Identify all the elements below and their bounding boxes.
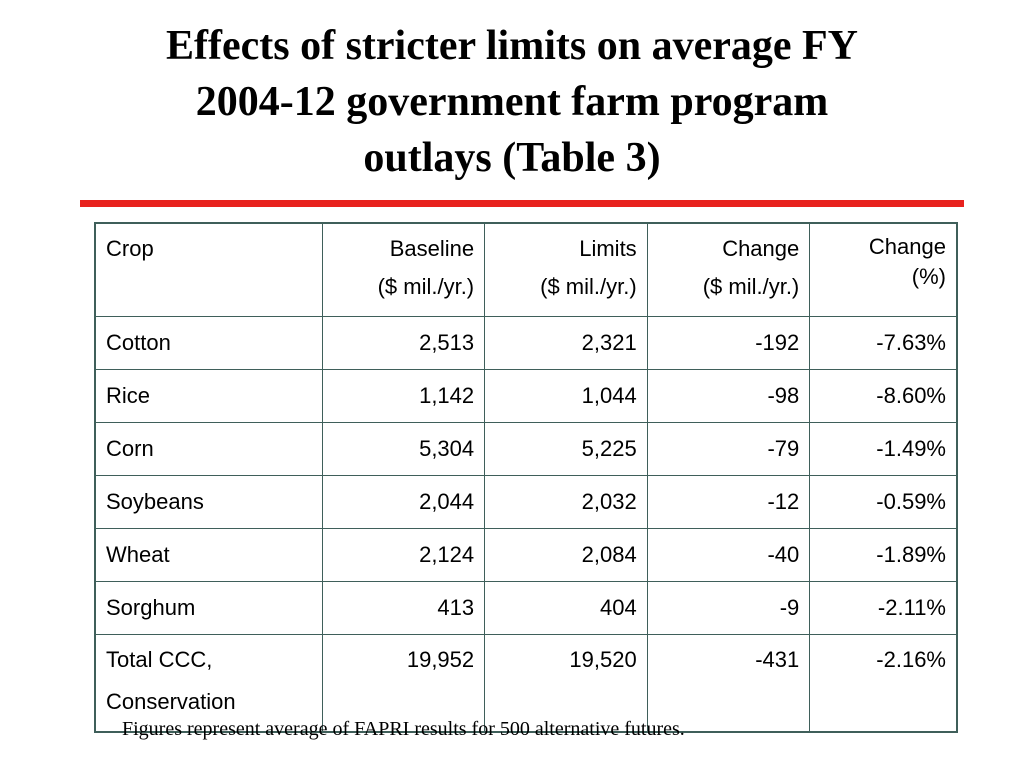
- cell-crop: Cotton: [94, 316, 323, 370]
- cell-change: -40: [646, 528, 811, 582]
- cell-baseline: 413: [321, 581, 486, 635]
- cell-change: -192: [646, 316, 811, 370]
- slide-title-line-2: 2004-12 government farm program: [195, 79, 829, 125]
- footnote: Figures represent average of FAPRI resul…: [122, 718, 685, 740]
- cell-crop-total: Total CCC, Conservation: [94, 634, 323, 733]
- cell-limits: 2,321: [484, 316, 648, 370]
- cell-baseline: 5,304: [321, 422, 486, 476]
- table-row: Cotton 2,513 2,321 -192 -7.63%: [94, 316, 958, 370]
- slide-title-line-3: outlays (Table 3): [363, 135, 661, 181]
- cell-change-pct: -8.60%: [809, 369, 958, 423]
- cell-baseline-total: 19,952: [321, 634, 486, 733]
- title-divider: [80, 200, 964, 207]
- table-row: Soybeans 2,044 2,032 -12 -0.59%: [94, 475, 958, 529]
- cell-change: -98: [646, 369, 811, 423]
- cell-limits: 1,044: [484, 369, 648, 423]
- header-crop: Crop: [94, 222, 323, 317]
- cell-change-pct: -7.63%: [809, 316, 958, 370]
- cell-limits: 5,225: [484, 422, 648, 476]
- header-baseline: Baseline ($ mil./yr.): [321, 222, 486, 317]
- cell-limits: 404: [484, 581, 648, 635]
- table-row-total: Total CCC, Conservation 19,952 19,520 -4…: [94, 634, 958, 733]
- cell-baseline: 2,124: [321, 528, 486, 582]
- cell-baseline: 1,142: [321, 369, 486, 423]
- cell-crop: Rice: [94, 369, 323, 423]
- table-row: Sorghum 413 404 -9 -2.11%: [94, 581, 958, 635]
- outlays-table: Crop Baseline ($ mil./yr.) Limits ($ mil…: [94, 222, 958, 733]
- header-change-line-1: Change: [722, 236, 800, 261]
- cell-crop-total-line-2: Conservation: [106, 689, 236, 714]
- header-limits: Limits ($ mil./yr.): [484, 222, 648, 317]
- cell-baseline: 2,513: [321, 316, 486, 370]
- cell-change: -12: [646, 475, 811, 529]
- cell-change: -79: [646, 422, 811, 476]
- slide-title-line-1: Effects of stricter limits on average FY: [166, 23, 858, 69]
- header-change-pct-line-1: Change: [868, 234, 946, 259]
- header-change-line-2: ($ mil./yr.): [702, 274, 800, 299]
- header-change-pct: Change (%): [809, 222, 958, 317]
- table-row: Wheat 2,124 2,084 -40 -1.89%: [94, 528, 958, 582]
- cell-crop-total-line-1: Total CCC,: [106, 647, 213, 672]
- cell-crop: Corn: [94, 422, 323, 476]
- header-baseline-line-1: Baseline: [389, 236, 475, 261]
- slide-title: Effects of stricter limits on average FY…: [40, 18, 984, 186]
- header-change-pct-line-2: (%): [911, 264, 946, 289]
- cell-limits-total: 19,520: [484, 634, 648, 733]
- cell-change-pct-total: -2.16%: [809, 634, 958, 733]
- table-header-row: Crop Baseline ($ mil./yr.) Limits ($ mil…: [94, 222, 958, 317]
- cell-limits: 2,084: [484, 528, 648, 582]
- cell-change-pct: -0.59%: [809, 475, 958, 529]
- cell-change-total: -431: [646, 634, 811, 733]
- header-change: Change ($ mil./yr.): [646, 222, 811, 317]
- cell-crop: Soybeans: [94, 475, 323, 529]
- header-limits-line-1: Limits: [579, 236, 637, 261]
- cell-change-pct: -1.89%: [809, 528, 958, 582]
- cell-change: -9: [646, 581, 811, 635]
- cell-crop: Sorghum: [94, 581, 323, 635]
- table-row: Corn 5,304 5,225 -79 -1.49%: [94, 422, 958, 476]
- header-limits-line-2: ($ mil./yr.): [540, 274, 637, 299]
- cell-limits: 2,032: [484, 475, 648, 529]
- cell-change-pct: -2.11%: [809, 581, 958, 635]
- cell-change-pct: -1.49%: [809, 422, 958, 476]
- cell-baseline: 2,044: [321, 475, 486, 529]
- header-crop-label: Crop: [106, 236, 154, 261]
- header-baseline-line-2: ($ mil./yr.): [377, 274, 475, 299]
- table-row: Rice 1,142 1,044 -98 -8.60%: [94, 369, 958, 423]
- cell-crop: Wheat: [94, 528, 323, 582]
